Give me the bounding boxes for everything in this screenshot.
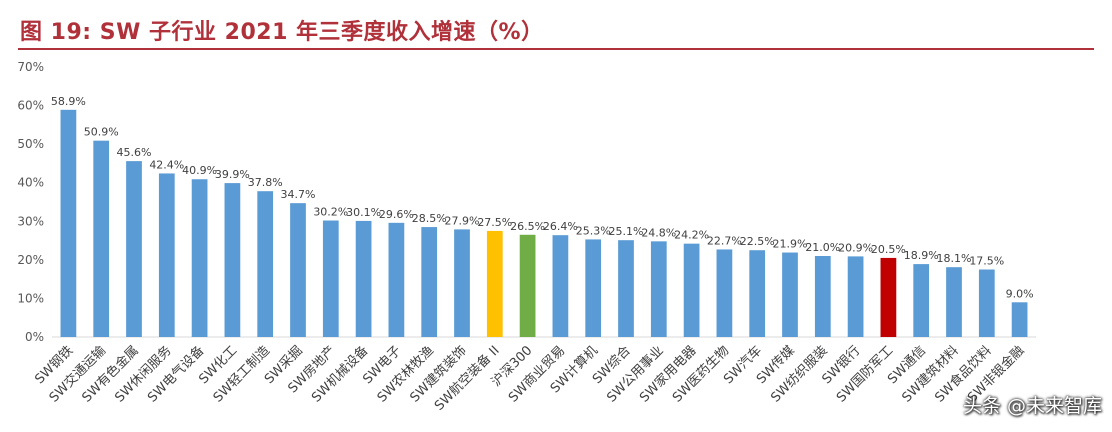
bar — [814, 256, 831, 337]
y-tick-label: 40% — [17, 176, 44, 190]
y-tick-label: 70% — [17, 60, 44, 74]
bar-value-label: 17.5% — [969, 255, 1004, 268]
bar-value-label: 30.1% — [346, 206, 381, 219]
bar-value-label: 24.2% — [674, 229, 709, 242]
bar — [946, 267, 962, 337]
bar — [257, 191, 274, 337]
bar-value-label: 20.5% — [871, 243, 906, 256]
y-axis: 0% 10% 20% 30% 40% 50% 60% 70% — [17, 60, 1036, 344]
bar-value-label: 24.8% — [641, 226, 676, 239]
bar — [880, 257, 897, 337]
bar — [454, 229, 470, 337]
watermark: 头条 @未来智库 — [962, 395, 1102, 417]
bar — [913, 264, 930, 337]
bar-value-label: 37.8% — [248, 176, 283, 189]
bar — [60, 109, 77, 337]
bar — [847, 256, 864, 337]
bar-value-label: 18.9% — [904, 249, 939, 262]
bar-value-label: 39.9% — [215, 168, 250, 181]
chart-title: 图 19: SW 子行业 2021 年三季度收入增速（%） — [20, 20, 544, 45]
bar — [650, 241, 667, 337]
bar — [191, 179, 208, 337]
bar-value-label: 34.7% — [281, 188, 316, 201]
bar — [519, 234, 536, 337]
bar-value-label: 9.0% — [1006, 287, 1034, 300]
data-labels: 58.9% 50.9% 45.6%42.4%40.9%39.9%37.8%34.7%… — [51, 95, 1034, 300]
bar-value-label: 26.4% — [543, 220, 578, 233]
y-tick-label: 50% — [17, 137, 44, 151]
bar — [585, 239, 602, 337]
bar-value-label: 50.9% — [84, 126, 119, 139]
title-divider — [18, 48, 1094, 50]
bar — [126, 161, 142, 337]
bar-value-label: 21.0% — [805, 241, 840, 254]
bar-value-label: 22.7% — [707, 234, 742, 247]
bar-value-label: 25.3% — [576, 224, 611, 237]
y-tick-label: 60% — [17, 99, 44, 113]
bar-value-label: 28.5% — [412, 212, 447, 225]
y-tick-label: 10% — [17, 291, 44, 305]
bar — [421, 227, 438, 337]
bar — [749, 250, 766, 337]
bar — [486, 230, 503, 337]
bar — [93, 140, 110, 337]
bar-value-label: 45.6% — [117, 146, 152, 159]
bar-value-label: 22.5% — [740, 235, 775, 248]
bar — [1011, 302, 1028, 337]
bar — [388, 222, 405, 337]
x-axis-labels: SW钢铁SW交通运输SW有色金属SW休闲服务SW电气设备SW化工SW轻工制造SW… — [32, 343, 1027, 414]
bar-value-label: 27.5% — [477, 216, 512, 229]
bar-series — [60, 109, 1028, 337]
bar — [552, 235, 569, 337]
bar — [782, 252, 798, 337]
bar — [683, 243, 700, 337]
bar — [355, 220, 372, 337]
bar-value-label: 20.9% — [838, 241, 873, 254]
bar-value-label: 29.6% — [379, 208, 414, 221]
bar — [290, 203, 306, 337]
bar — [224, 183, 241, 337]
bar — [158, 173, 175, 337]
bar — [978, 269, 995, 337]
bar-value-label: 21.9% — [773, 238, 808, 251]
bar — [322, 220, 339, 337]
bar-value-label: 25.1% — [609, 225, 644, 238]
bar-value-label: 18.1% — [937, 252, 972, 265]
bar — [716, 249, 733, 337]
bar-value-label: 42.4% — [149, 158, 184, 171]
bar-value-label: 30.2% — [313, 206, 348, 219]
y-tick-label: 20% — [17, 253, 44, 267]
y-tick-label: 30% — [17, 214, 44, 228]
bar-value-label: 26.5% — [510, 220, 545, 233]
y-tick-label: 0% — [25, 330, 44, 344]
bar-value-label: 27.9% — [445, 214, 480, 227]
bar-value-label: 58.9% — [51, 95, 86, 108]
bar-value-label: 40.9% — [182, 164, 217, 177]
bar — [618, 240, 634, 337]
